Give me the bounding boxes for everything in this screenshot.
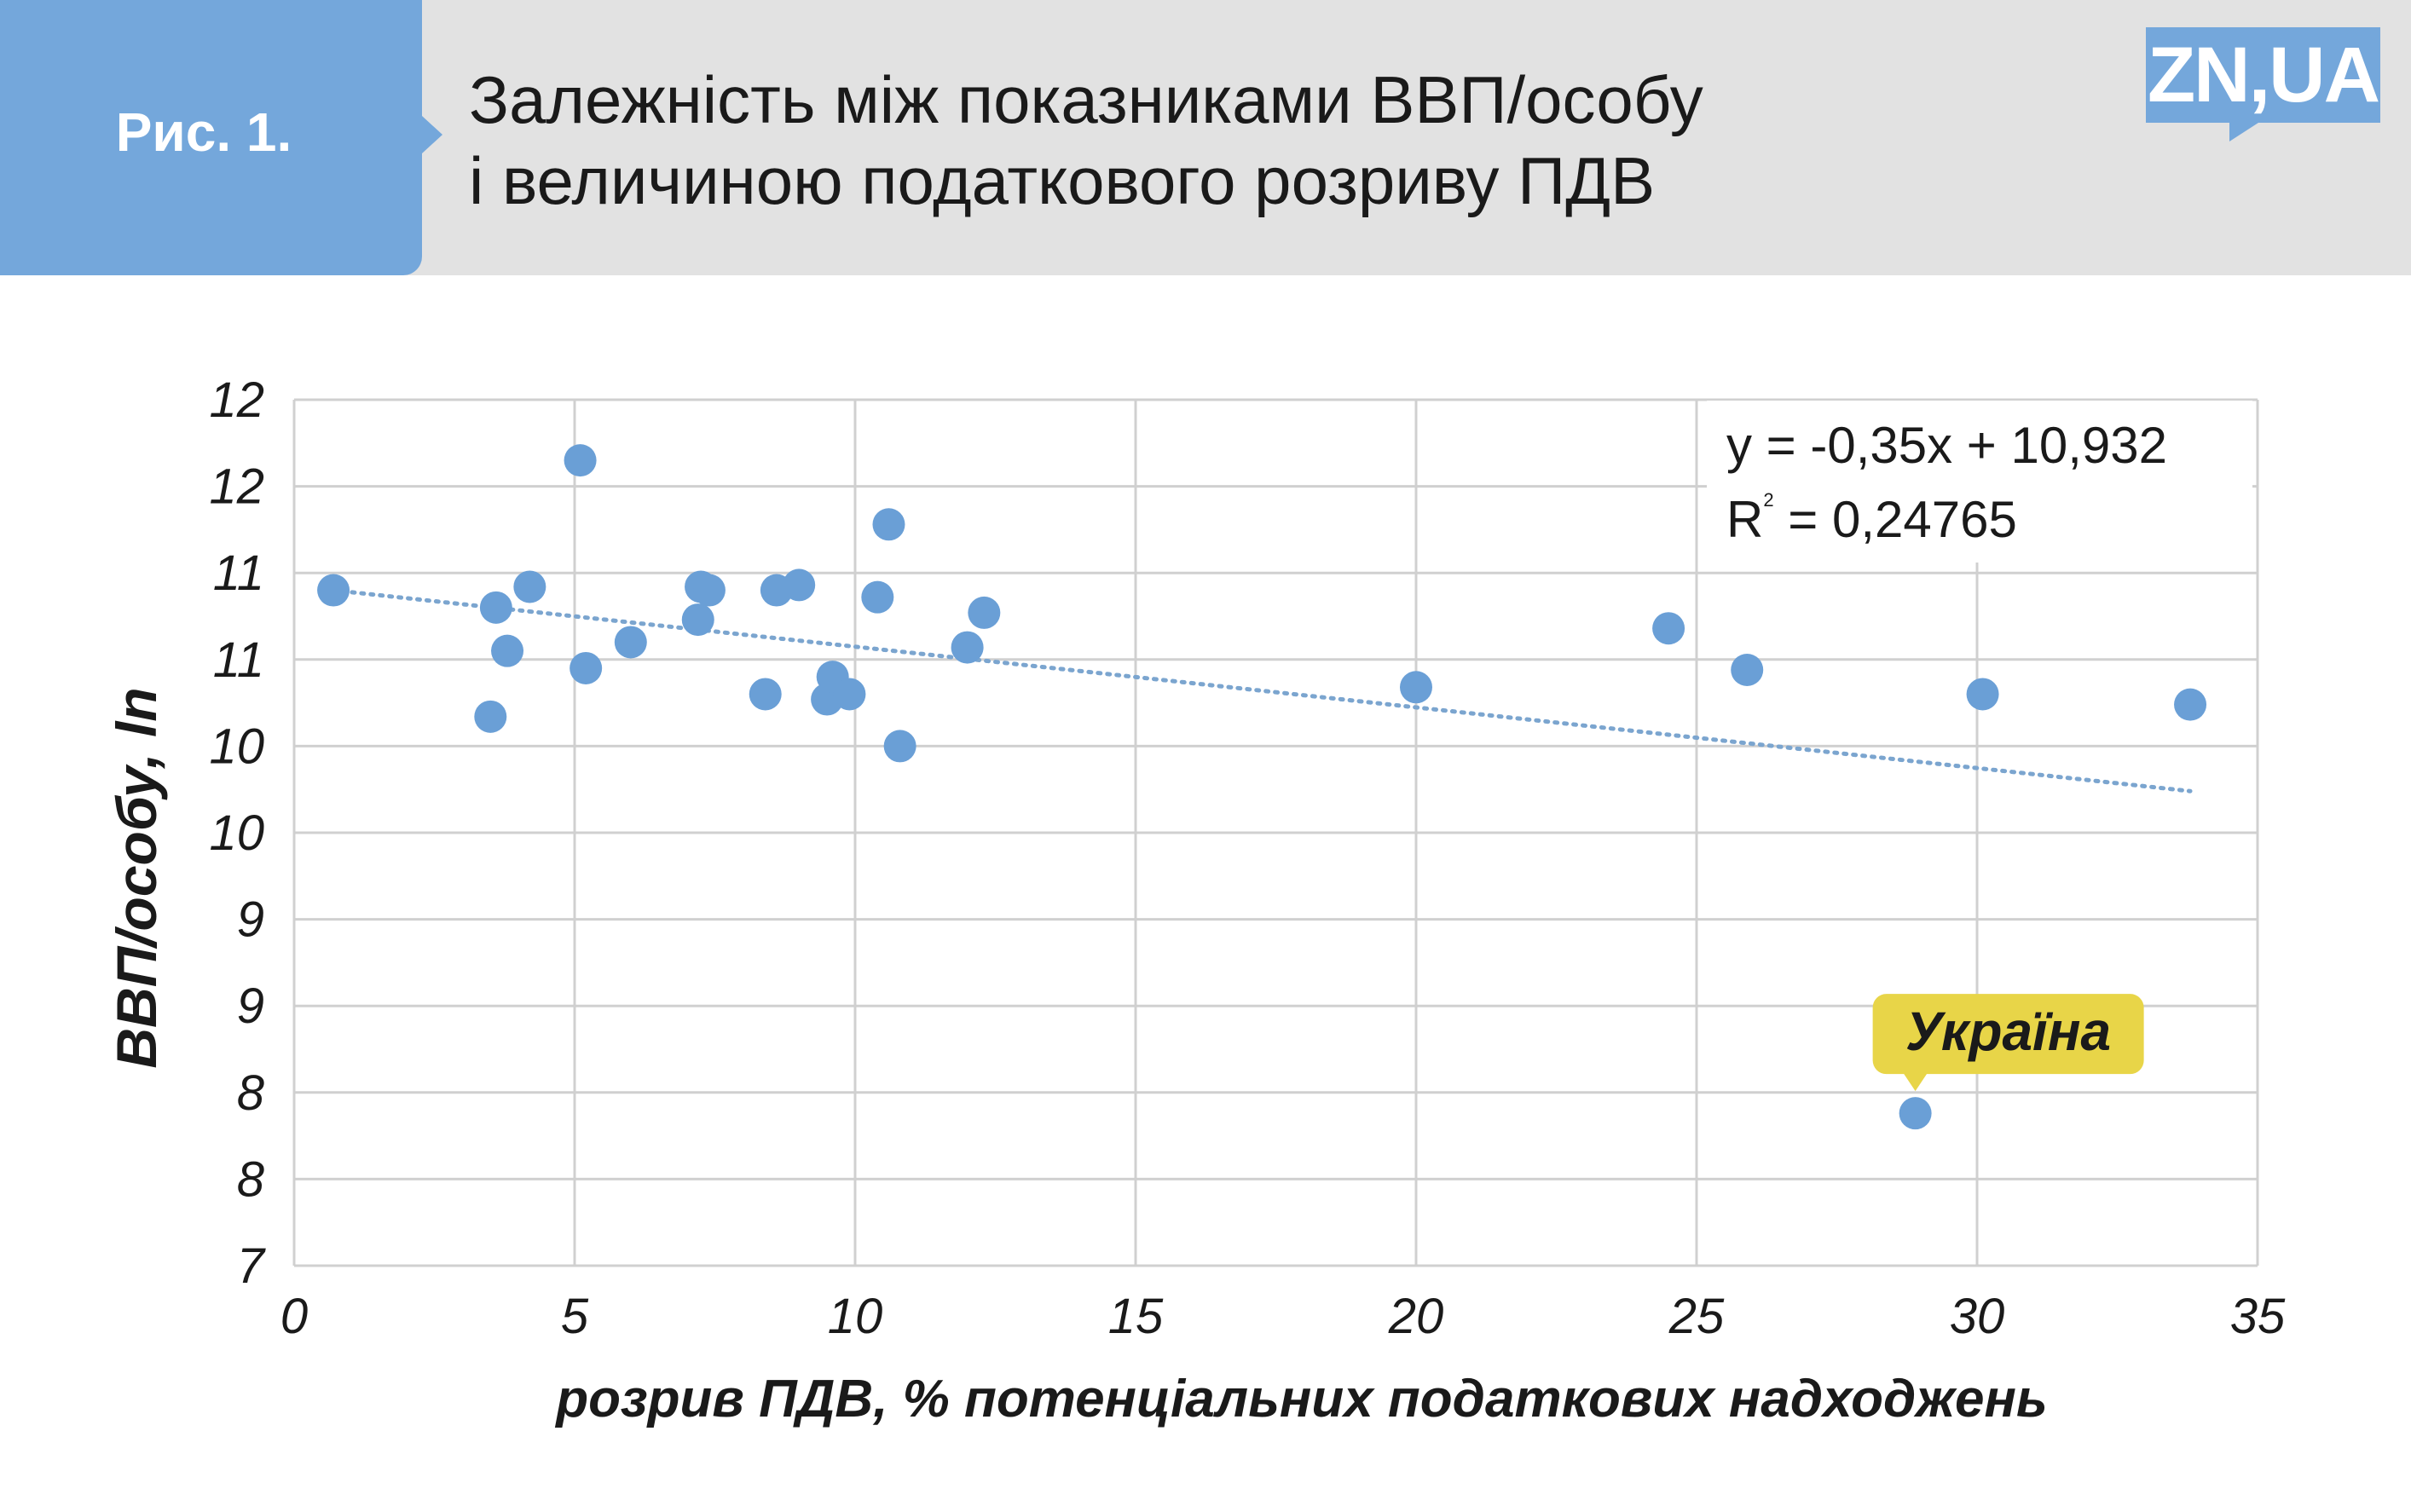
data-point-25 <box>1899 1097 1932 1130</box>
chart-title-line-1: Залежність між показниками ВВП/особу <box>469 62 1703 137</box>
y-tick-label-5: 10 <box>209 805 264 861</box>
y-tick-label-6: 10 <box>209 718 264 774</box>
ukraine-callout-pointer <box>1903 1073 1928 1092</box>
axis-ticks: 0 5 10 15 20 25 30 35 7 8 8 9 9 10 10 11 11 12 12 <box>209 372 2286 1344</box>
r-squared-prefix: R <box>1726 491 1763 548</box>
ukraine-callout-group: Україна <box>1872 994 2144 1092</box>
data-point-13 <box>783 568 816 602</box>
y-tick-label-3: 9 <box>237 978 264 1034</box>
trend-line <box>331 588 2193 794</box>
figure-label-tab <box>0 0 422 275</box>
x-tick-label-7: 35 <box>2230 1289 2286 1344</box>
data-point-3 <box>491 634 524 667</box>
logo-speech-tail <box>2229 123 2258 141</box>
data-points <box>317 444 2207 1130</box>
regression-equation: y = -0,35x + 10,932 <box>1726 417 2167 474</box>
data-point-24 <box>1731 653 1764 686</box>
data-point-2 <box>479 591 512 624</box>
data-point-21 <box>968 596 1001 629</box>
data-point-23 <box>1652 612 1685 645</box>
x-tick-label-0: 0 <box>280 1289 308 1344</box>
x-tick-label-4: 20 <box>1388 1289 1444 1344</box>
x-tick-label-5: 25 <box>1668 1289 1725 1344</box>
data-point-0 <box>317 574 350 607</box>
zn-ua-logo[interactable]: ZN,UA <box>2146 27 2380 123</box>
x-tick-label-2: 10 <box>828 1289 883 1344</box>
data-point-7 <box>614 626 647 659</box>
y-tick-label-8: 11 <box>213 545 264 601</box>
data-point-11 <box>749 678 782 711</box>
data-point-26 <box>1966 678 1999 711</box>
trend-line-group <box>331 588 2193 794</box>
x-tick-label-3: 15 <box>1108 1289 1164 1344</box>
chart-title-line-2: і величиною податкового розриву ПДВ <box>469 143 1656 218</box>
data-point-17 <box>861 580 894 614</box>
ukraine-callout <box>1872 994 2144 1075</box>
figure-tab-pointer <box>422 116 442 153</box>
y-tick-label-0: 7 <box>237 1238 267 1294</box>
r-squared-value: = 0,24765 <box>1774 491 2017 548</box>
data-point-16 <box>833 678 866 711</box>
data-point-22 <box>1400 671 1432 704</box>
data-point-1 <box>474 700 507 733</box>
y-tick-label-7: 11 <box>213 632 264 688</box>
data-point-8 <box>681 603 714 637</box>
equation-box <box>1707 401 2252 563</box>
data-point-18 <box>872 508 905 541</box>
data-point-4 <box>513 570 546 603</box>
x-tick-label-1: 5 <box>561 1289 589 1344</box>
data-point-19 <box>883 730 916 763</box>
data-point-20 <box>951 631 984 664</box>
y-axis-title: ВВП/особу, ln <box>105 687 168 1068</box>
y-tick-label-1: 8 <box>237 1151 264 1207</box>
chart-title: Залежність між показниками ВВП/особу і в… <box>469 60 2089 222</box>
y-tick-label-10: 12 <box>209 372 264 428</box>
r-squared: R2 = 0,24765 <box>1726 489 2017 548</box>
x-tick-label-6: 30 <box>1950 1289 2005 1344</box>
ukraine-label: Україна <box>1905 1001 2111 1062</box>
y-tick-label-2: 8 <box>237 1065 264 1121</box>
chart-grid <box>292 398 2259 1267</box>
figure-label: Рис. 1. <box>115 101 292 163</box>
y-tick-label-9: 12 <box>209 459 264 515</box>
r-squared-superscript: 2 <box>1763 489 1773 511</box>
y-tick-label-4: 9 <box>237 892 264 948</box>
data-point-5 <box>564 444 597 477</box>
data-point-10 <box>692 574 726 607</box>
data-point-27 <box>2174 688 2207 721</box>
x-axis-title: розрив ПДВ, % потенціальних податкових н… <box>554 1370 2047 1428</box>
data-point-6 <box>570 651 603 684</box>
